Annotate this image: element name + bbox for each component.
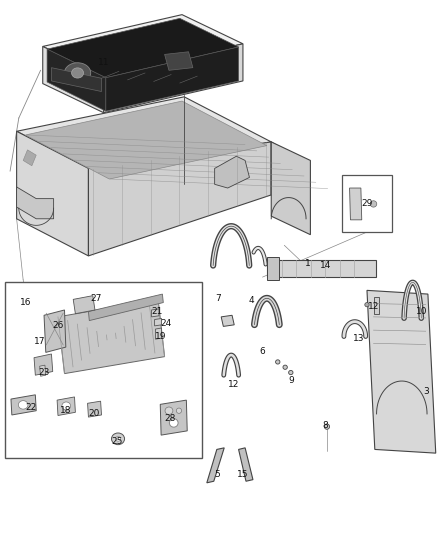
Polygon shape (25, 101, 267, 179)
Polygon shape (43, 46, 104, 113)
Polygon shape (155, 328, 162, 339)
Polygon shape (271, 142, 297, 211)
Polygon shape (152, 309, 159, 317)
Polygon shape (374, 297, 379, 314)
Ellipse shape (276, 360, 280, 364)
Ellipse shape (116, 437, 120, 441)
Text: 3: 3 (423, 386, 429, 395)
Polygon shape (165, 52, 193, 70)
Polygon shape (207, 448, 224, 483)
Text: 6: 6 (260, 347, 265, 356)
Polygon shape (106, 47, 239, 111)
Text: 10: 10 (416, 307, 427, 316)
Text: 18: 18 (60, 406, 71, 415)
Text: 9: 9 (288, 376, 294, 385)
Text: 23: 23 (39, 368, 50, 377)
Text: 15: 15 (237, 470, 249, 479)
Polygon shape (43, 14, 243, 76)
Polygon shape (44, 310, 66, 352)
Polygon shape (47, 18, 239, 78)
Text: 29: 29 (361, 199, 373, 208)
Polygon shape (367, 290, 436, 453)
Text: 12: 12 (368, 302, 379, 311)
Polygon shape (88, 294, 163, 320)
Ellipse shape (18, 401, 28, 409)
Text: 28: 28 (165, 414, 176, 423)
Text: 24: 24 (160, 319, 172, 328)
Polygon shape (160, 400, 187, 435)
Polygon shape (17, 187, 53, 219)
Polygon shape (88, 142, 271, 256)
Polygon shape (17, 97, 271, 176)
Ellipse shape (112, 433, 124, 445)
Ellipse shape (283, 365, 287, 369)
Ellipse shape (177, 408, 182, 414)
Text: 14: 14 (320, 261, 331, 270)
Text: 5: 5 (214, 470, 220, 479)
Text: 20: 20 (88, 409, 99, 418)
Polygon shape (221, 316, 234, 326)
Polygon shape (104, 44, 243, 113)
Ellipse shape (62, 402, 71, 410)
Text: 17: 17 (34, 337, 46, 346)
Polygon shape (271, 142, 311, 235)
Text: 21: 21 (152, 307, 163, 316)
Polygon shape (51, 68, 102, 92)
Ellipse shape (170, 419, 178, 427)
Ellipse shape (370, 201, 377, 207)
Polygon shape (88, 401, 102, 417)
Ellipse shape (71, 68, 84, 78)
Bar (342, 175, 392, 232)
Polygon shape (40, 365, 46, 376)
Bar (5, 282, 202, 458)
Polygon shape (267, 257, 279, 280)
Text: 25: 25 (111, 437, 122, 446)
Polygon shape (58, 300, 165, 374)
Polygon shape (23, 150, 36, 166)
Text: 19: 19 (155, 332, 166, 341)
Text: 16: 16 (20, 298, 31, 307)
Polygon shape (350, 188, 362, 220)
Ellipse shape (289, 370, 293, 375)
Text: 8: 8 (323, 421, 328, 430)
Text: 11: 11 (98, 58, 110, 67)
Text: 4: 4 (249, 296, 254, 305)
Ellipse shape (64, 63, 91, 83)
Ellipse shape (365, 303, 369, 307)
Polygon shape (47, 49, 106, 111)
Polygon shape (57, 397, 75, 416)
Polygon shape (267, 260, 376, 277)
Polygon shape (11, 395, 36, 415)
Ellipse shape (324, 424, 329, 429)
Ellipse shape (165, 407, 173, 415)
Polygon shape (155, 318, 162, 326)
Polygon shape (73, 296, 95, 314)
Text: 1: 1 (305, 260, 311, 268)
Text: 22: 22 (25, 402, 37, 411)
Polygon shape (215, 156, 250, 188)
Text: 13: 13 (353, 334, 364, 343)
Text: 12: 12 (228, 379, 239, 389)
Polygon shape (17, 131, 88, 256)
Text: 27: 27 (91, 294, 102, 303)
Text: 26: 26 (52, 321, 64, 330)
Polygon shape (34, 354, 53, 375)
Text: 7: 7 (215, 294, 221, 303)
Polygon shape (239, 448, 253, 481)
